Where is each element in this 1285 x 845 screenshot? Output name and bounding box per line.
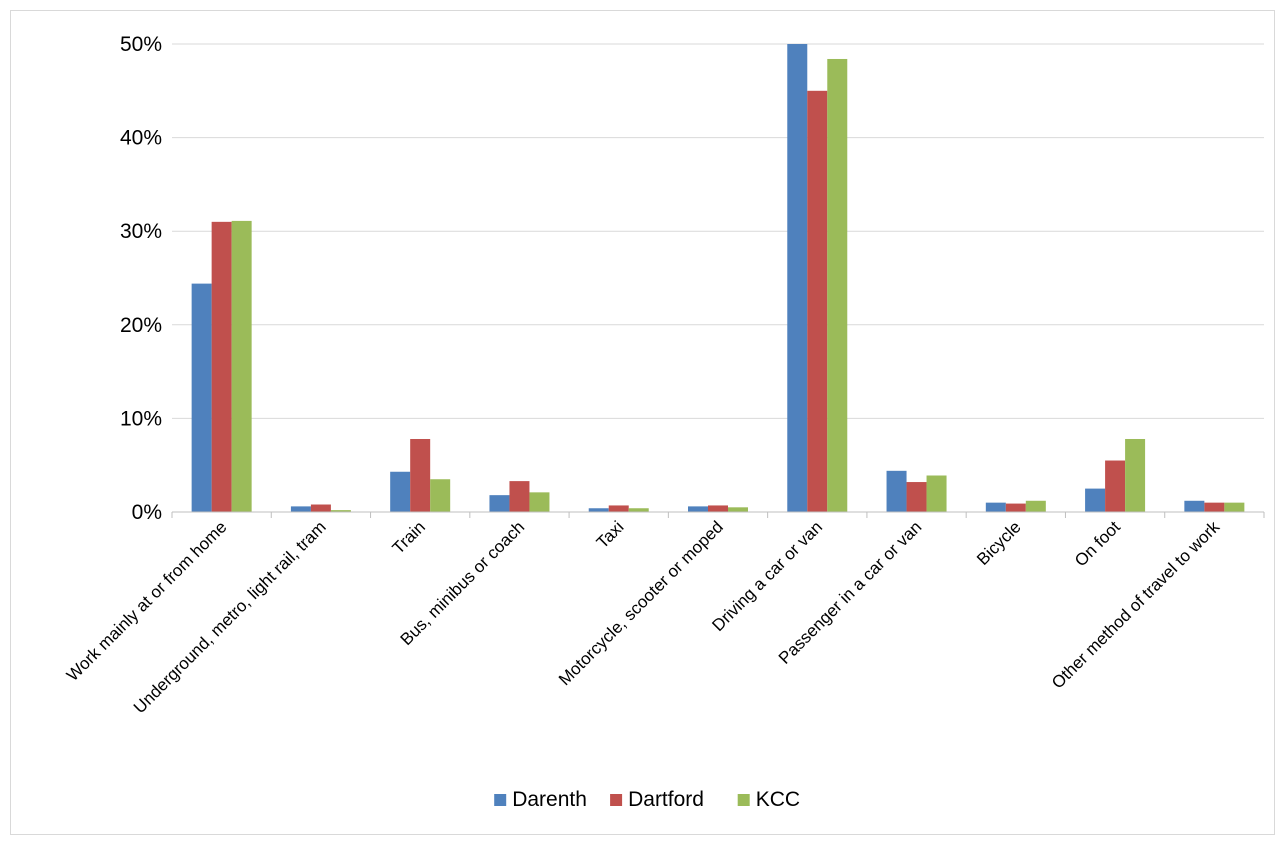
bar-kcc-1	[330, 510, 351, 512]
bar-kcc-8	[1025, 500, 1046, 512]
bar-dartford-4	[608, 505, 629, 512]
bar-darenth-5	[688, 506, 708, 512]
bar-kcc-6	[827, 58, 848, 512]
x-tick-label: Taxi	[593, 517, 628, 552]
bar-kcc-5	[728, 507, 748, 512]
bar-kcc-7	[926, 475, 947, 512]
x-tick-label: Driving a car or van	[708, 517, 826, 635]
bar-kcc-0	[231, 220, 252, 513]
legend-swatch-kcc	[737, 794, 750, 806]
bar-kcc-4	[628, 508, 649, 512]
x-tick-label: Work mainly at or from home	[63, 517, 231, 685]
x-tick-label: Other method of travel to work	[1048, 517, 1223, 692]
x-tick-label: Bicycle	[973, 517, 1025, 569]
bar-dartford-10	[1204, 502, 1225, 512]
bar-darenth-4	[588, 508, 609, 512]
bar-kcc-9	[1125, 438, 1146, 512]
bar-darenth-10	[1184, 500, 1205, 512]
y-tick-label: 10%	[120, 407, 162, 430]
clustered-bar-chart: 0% 10% 20% 30% 40% 50% Work mainly at or from…	[63, 33, 1265, 811]
bar-darenth-3	[489, 495, 510, 512]
legend-swatch-darenth	[494, 794, 507, 806]
bar-darenth-9	[1085, 488, 1106, 512]
chart-frame: 0% 10% 20% 30% 40% 50% Work mainly at or from…	[10, 10, 1275, 835]
bar-dartford-8	[1005, 503, 1026, 512]
y-tick-label: 30%	[120, 220, 162, 243]
x-tick-label: On foot	[1071, 517, 1124, 570]
bar-dartford-9	[1105, 460, 1126, 512]
bar-darenth-2	[390, 471, 411, 512]
bar-darenth-8	[985, 502, 1006, 512]
bars	[191, 44, 1245, 513]
y-tick-label: 40%	[120, 127, 162, 150]
bar-dartford-7	[906, 482, 927, 512]
bar-darenth-1	[290, 506, 311, 512]
x-tick-label: Motorcycle, scooter or moped	[555, 517, 727, 689]
bar-darenth-6	[787, 44, 808, 512]
axes	[171, 511, 1265, 518]
x-tick-label: Underground, metro, light rail, tram	[130, 517, 330, 717]
legend-label-kcc: KCC	[756, 788, 800, 811]
bar-dartford-1	[310, 504, 331, 512]
legend-swatch-dartford	[610, 794, 623, 806]
legend-label-dartford: Dartford	[628, 788, 704, 811]
legend: Darenth Dartford KCC	[494, 788, 800, 811]
bar-kcc-2	[430, 479, 451, 512]
bar-darenth-0	[191, 283, 212, 512]
bar-dartford-6	[807, 90, 828, 513]
bar-kcc-10	[1224, 502, 1245, 512]
y-tick-label: 0%	[132, 501, 162, 524]
bar-dartford-3	[509, 481, 530, 512]
gridlines	[172, 43, 1264, 419]
y-tick-label: 50%	[120, 33, 162, 56]
legend-label-darenth: Darenth	[512, 788, 587, 811]
y-tick-label: 20%	[120, 314, 162, 337]
bar-darenth-7	[886, 470, 907, 512]
bar-dartford-2	[410, 438, 431, 512]
bar-dartford-0	[211, 221, 232, 512]
x-tick-label: Train	[389, 517, 429, 557]
bar-dartford-5	[708, 505, 728, 512]
y-axis-tick-labels: 0% 10% 20% 30% 40% 50%	[120, 33, 162, 524]
x-axis-tick-labels: Work mainly at or from homeUnderground, …	[63, 517, 1224, 717]
bar-kcc-3	[529, 492, 550, 512]
